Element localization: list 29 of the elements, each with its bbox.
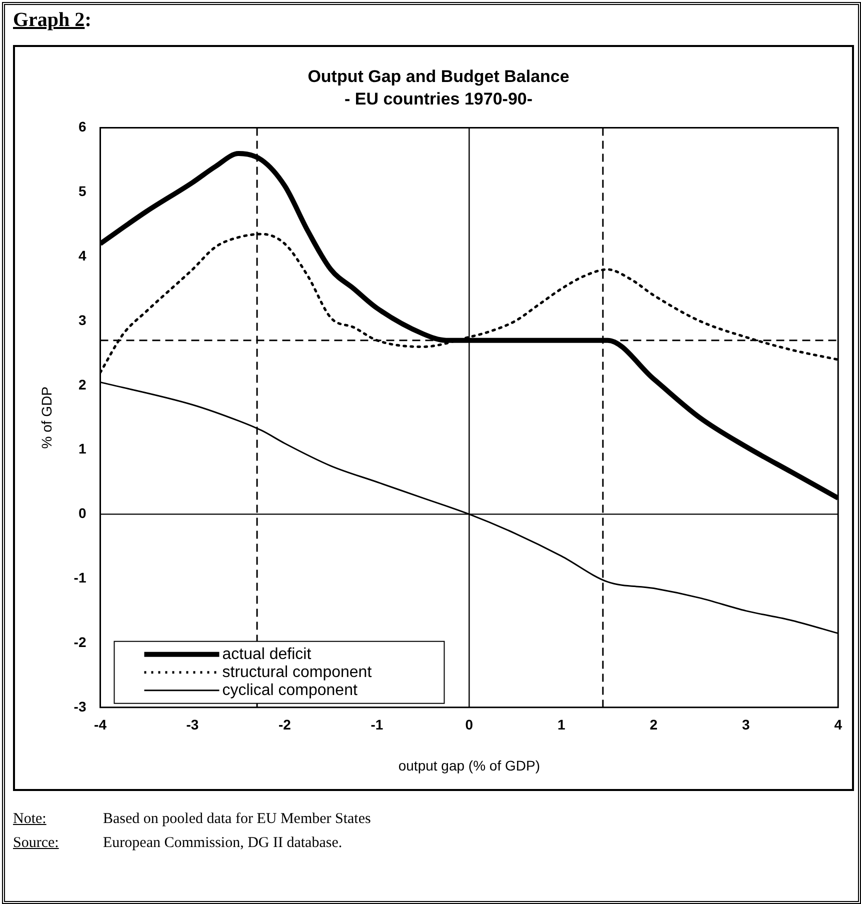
legend-label: structural component xyxy=(222,664,372,681)
legend-label: cyclical component xyxy=(222,682,358,699)
x-tick-label: 4 xyxy=(834,716,842,733)
y-tick-label: 0 xyxy=(78,505,86,522)
y-tick-label: -2 xyxy=(74,634,86,650)
x-axis-title: output gap (% of GDP) xyxy=(398,757,540,774)
x-tick-label: 1 xyxy=(558,716,566,733)
x-tick-label: 2 xyxy=(650,716,658,733)
x-tick-label: -4 xyxy=(94,716,107,733)
y-tick-label: 1 xyxy=(78,440,86,457)
y-tick-label: -3 xyxy=(74,698,86,714)
x-tick-label: 0 xyxy=(465,716,474,733)
x-tick-label: -3 xyxy=(186,716,199,733)
y-tick-label: 2 xyxy=(78,376,86,392)
text: Note: Based on pooled data for EU Member States xyxy=(13,811,371,827)
chart-subtitle: - EU countries 1970-90- xyxy=(344,89,533,108)
x-tick-label: -1 xyxy=(370,716,384,733)
y-tick-label: 6 xyxy=(78,118,86,135)
x-tick-label: -2 xyxy=(278,716,292,733)
chart-title: Output Gap and Budget Balance xyxy=(308,66,570,86)
caption: Graph 2: xyxy=(13,9,92,32)
legend-label: actual deficit xyxy=(222,646,312,663)
y-axis-title: % of GDP xyxy=(38,386,54,449)
x-tick-label: 3 xyxy=(742,716,750,733)
text: Source: European Commission, DG II database. xyxy=(13,835,342,851)
y-tick-label: 5 xyxy=(78,183,86,200)
y-tick-label: 4 xyxy=(78,247,86,264)
y-tick-label: 3 xyxy=(78,312,86,328)
y-tick-label: -1 xyxy=(74,569,86,586)
